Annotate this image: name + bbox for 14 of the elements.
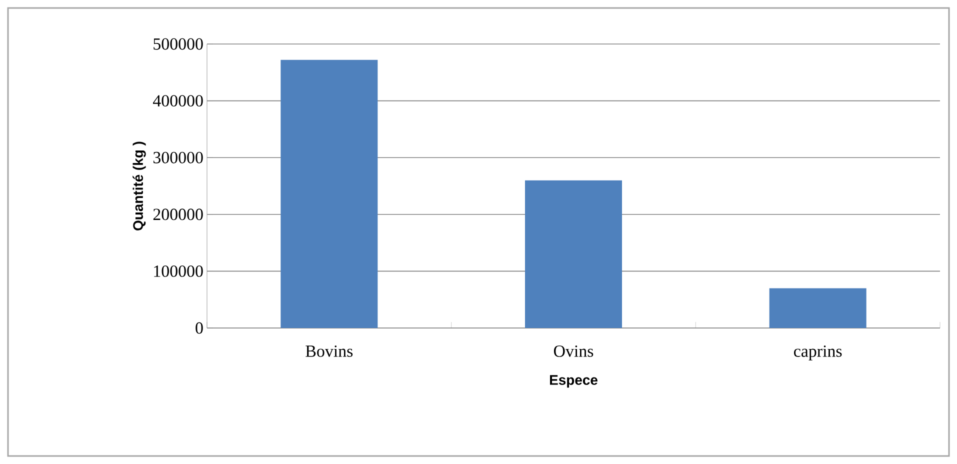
y-tick-label: 0 <box>196 322 203 334</box>
x-tick-label: Ovins <box>554 346 594 357</box>
y-axis-title: Quantité (kg ) <box>132 142 146 230</box>
x-axis-title: Espece <box>550 375 598 388</box>
y-tick-label: 500000 <box>154 38 203 50</box>
y-tick-label: 300000 <box>153 152 203 164</box>
y-tick-label: 400000 <box>153 95 203 107</box>
bar <box>769 288 866 328</box>
bar <box>280 60 378 328</box>
y-tick-label: 100000 <box>154 265 203 277</box>
y-tick-label: 200000 <box>153 208 203 220</box>
x-tick-label: Bovins <box>306 346 353 357</box>
bar <box>525 180 622 328</box>
x-tick-label: caprins <box>794 346 842 360</box>
